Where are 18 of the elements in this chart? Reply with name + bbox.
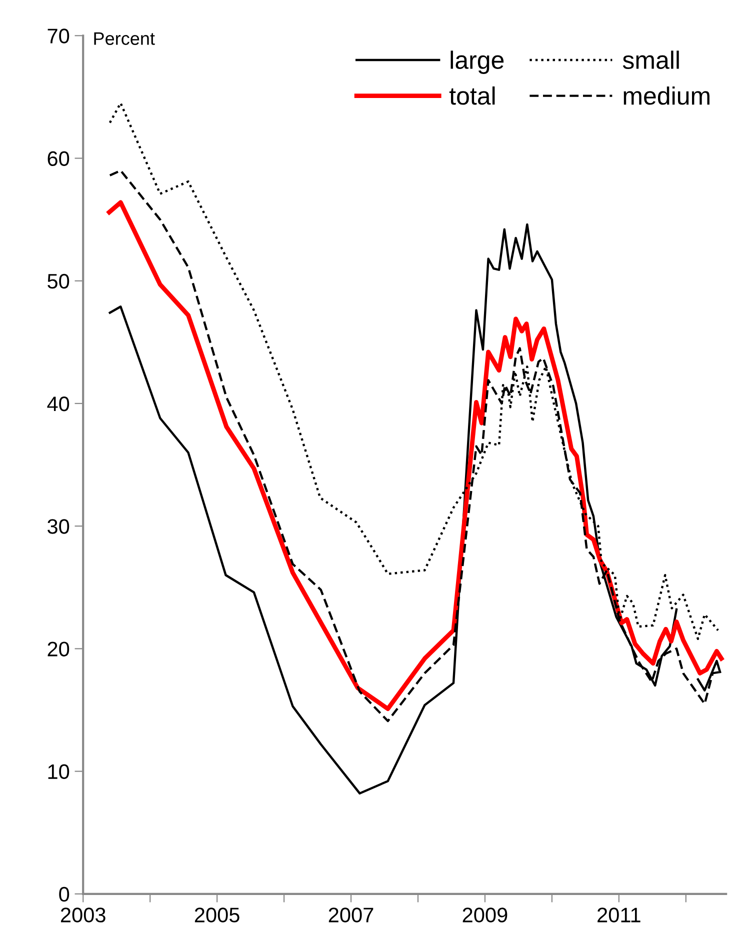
x-tick-label: 2003 <box>60 908 106 922</box>
y-tick-label: 0 <box>59 886 70 902</box>
legend-label: small <box>622 50 679 70</box>
x-tick-label: 2009 <box>462 908 508 922</box>
y-axis-title: Percent <box>94 32 155 45</box>
x-tick-label: 2011 <box>598 908 640 922</box>
legend-label: total <box>449 86 495 105</box>
legend-label: medium <box>624 86 710 105</box>
y-tick-label: 20 <box>48 642 70 656</box>
legend-label: large <box>450 50 504 74</box>
y-tick-label: 40 <box>47 396 70 412</box>
y-tick-label: 60 <box>48 151 70 166</box>
x-tick-label: 2007 <box>328 908 374 922</box>
x-tick-label: 2005 <box>194 908 240 922</box>
y-tick-label: 50 <box>48 274 70 289</box>
y-tick-label: 10 <box>48 764 70 780</box>
y-tick-label: 30 <box>48 519 70 534</box>
y-tick-label: 70 <box>48 28 70 44</box>
